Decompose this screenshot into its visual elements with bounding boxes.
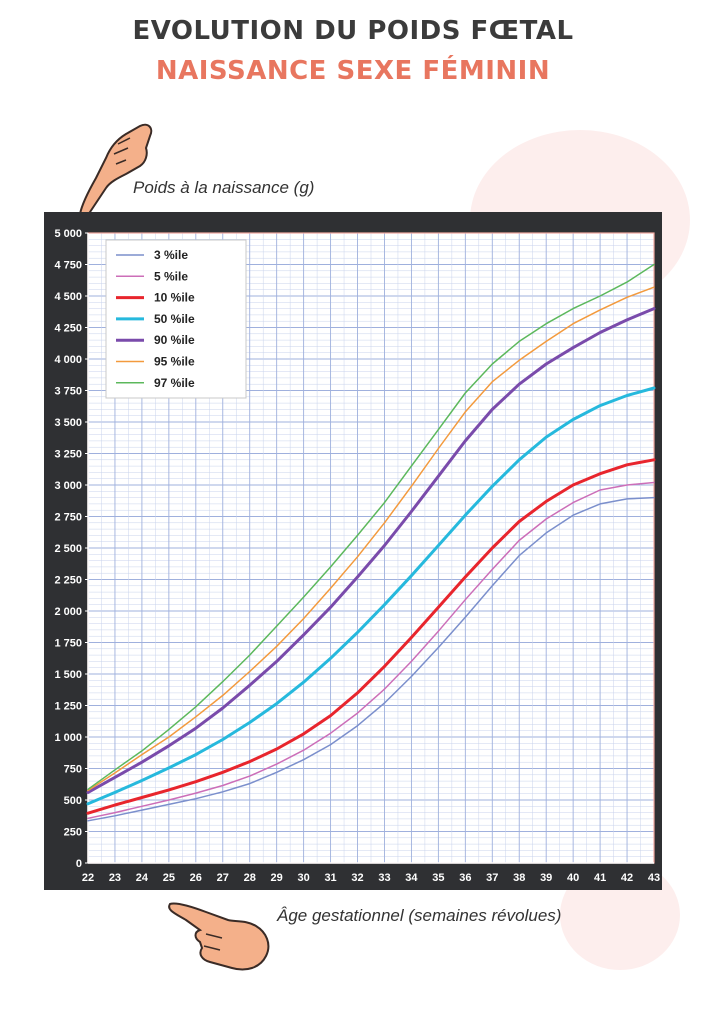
legend-label: 95 %ile — [154, 355, 195, 369]
x-tick-label: 41 — [594, 872, 606, 884]
legend-label: 50 %ile — [154, 312, 195, 326]
x-tick-label: 43 — [648, 872, 660, 884]
x-tick-label: 38 — [513, 872, 525, 884]
y-tick-label: 750 — [64, 764, 82, 776]
series-line — [87, 286, 655, 792]
y-tick-label: 1 250 — [54, 701, 82, 713]
y-tick-label: 1 500 — [54, 669, 82, 681]
y-tick-label: 3 000 — [54, 480, 82, 492]
x-tick-label: 22 — [82, 872, 94, 884]
y-tick-label: 4 500 — [54, 291, 82, 303]
x-tick-label: 32 — [351, 872, 363, 884]
y-tick-label: 4 750 — [54, 260, 82, 272]
pointing-hand-icon — [78, 123, 153, 218]
x-tick-label: 28 — [244, 872, 256, 884]
legend-label: 10 %ile — [154, 291, 195, 305]
y-tick-label: 5 000 — [54, 228, 82, 240]
x-tick-label: 26 — [190, 872, 202, 884]
x-tick-label: 35 — [432, 872, 444, 884]
legend-label: 90 %ile — [154, 333, 195, 347]
y-tick-label: 0 — [76, 858, 82, 870]
y-tick-label: 3 250 — [54, 449, 82, 461]
x-tick-label: 27 — [217, 872, 229, 884]
y-tick-label: 2 500 — [54, 543, 82, 555]
x-tick-label: 24 — [136, 872, 149, 884]
y-axis-label: Poids à la naissance (g) — [133, 178, 315, 197]
page-title: EVOLUTION DU POIDS FŒTAL — [132, 16, 574, 46]
x-tick-label: 34 — [405, 872, 418, 884]
page-subtitle: NAISSANCE SEXE FÉMININ — [155, 56, 551, 86]
y-tick-label: 4 000 — [54, 354, 82, 366]
series-line — [86, 458, 656, 815]
x-tick-label: 36 — [459, 872, 471, 884]
y-tick-label: 1 750 — [54, 638, 82, 650]
series-line — [87, 481, 655, 820]
x-tick-label: 30 — [297, 872, 309, 884]
chart-frame: 0 250 500 750 1 000 1 250 1 500 1 750 2 000 2 250… — [44, 212, 662, 890]
x-tick-label: 40 — [567, 872, 579, 884]
x-tick-label: 25 — [163, 872, 175, 884]
y-tick-label: 3 750 — [54, 386, 82, 398]
y-tick-label: 4 250 — [54, 323, 82, 335]
x-tick-label: 31 — [324, 872, 336, 884]
x-tick-label: 33 — [378, 872, 390, 884]
legend-label: 97 %ile — [154, 376, 195, 390]
y-tick-label: 250 — [64, 827, 82, 839]
x-tick-label: 23 — [109, 872, 121, 884]
y-tick-label: 500 — [64, 795, 82, 807]
x-tick-label: 42 — [621, 872, 633, 884]
y-tick-label: 2 750 — [54, 512, 82, 524]
chart-svg: 0 250 500 750 1 000 1 250 1 500 1 750 2 000 2 250… — [54, 228, 660, 884]
y-tick-label: 3 500 — [54, 417, 82, 429]
y-tick-label: 2 250 — [54, 575, 82, 587]
x-tick-label: 29 — [271, 872, 283, 884]
series-line — [86, 386, 656, 806]
legend-label: 3 %ile — [154, 248, 188, 262]
x-tick-label: 37 — [486, 872, 498, 884]
legend-label: 5 %ile — [154, 269, 188, 283]
series-line — [87, 263, 655, 791]
series-line — [87, 496, 655, 822]
x-axis-label: Âge gestationnel (semaines révolues) — [277, 906, 562, 925]
y-tick-label: 2 000 — [54, 606, 82, 618]
y-tick-label: 1 000 — [54, 732, 82, 744]
pointing-hand-icon — [168, 902, 270, 971]
x-tick-label: 39 — [540, 872, 552, 884]
series-line — [86, 307, 656, 794]
